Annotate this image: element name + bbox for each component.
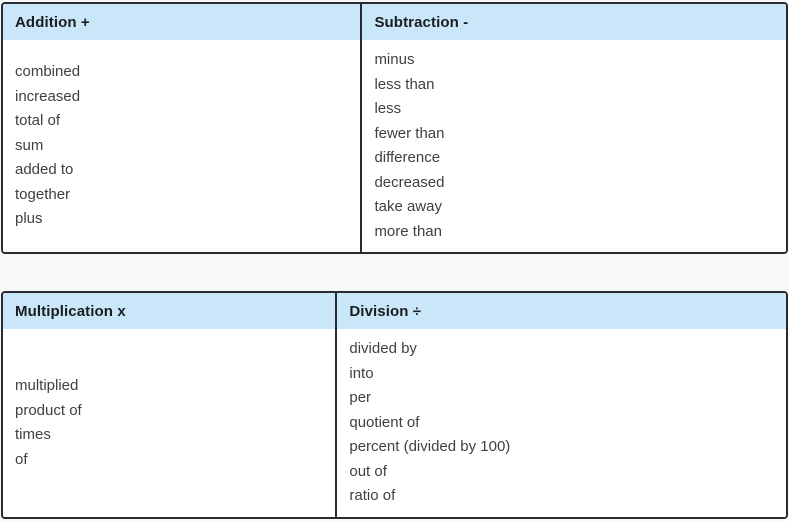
terms-division: divided by into per quotient of percent (div… bbox=[335, 329, 786, 517]
keyword-term: times bbox=[15, 426, 51, 443]
keyword-term: take away bbox=[374, 198, 442, 215]
table-header-row: Multiplication x Division ÷ bbox=[3, 293, 786, 329]
keyword-term: plus bbox=[15, 210, 43, 228]
terms-subtraction: minus less than less fewer than difference de… bbox=[360, 40, 786, 252]
keyword-table-multiplication-division: Multiplication x Division ÷ multiplied pr… bbox=[1, 291, 788, 519]
table-header-row: Addition + Subtraction - bbox=[3, 4, 786, 40]
keyword-term: combined bbox=[15, 63, 81, 81]
column-header-addition: Addition + bbox=[3, 4, 361, 40]
keyword-term: divided by bbox=[349, 340, 417, 358]
keyword-term: less bbox=[374, 100, 402, 117]
keyword-term: increased bbox=[15, 87, 81, 105]
keyword-term: sum bbox=[15, 136, 44, 154]
column-header-multiplication: Multiplication x bbox=[3, 293, 336, 329]
keyword-term: of bbox=[15, 450, 28, 468]
keyword-term: total of bbox=[15, 112, 61, 130]
keyword-term: per bbox=[349, 389, 372, 407]
keyword-term: product of bbox=[15, 401, 82, 419]
keyword-term: quotient of bbox=[349, 413, 420, 431]
keyword-term: more than bbox=[374, 222, 442, 240]
terms-addition: combined increased total of sum added to toge… bbox=[3, 40, 361, 252]
keyword-term: difference bbox=[374, 149, 441, 166]
keyword-term: multiplied bbox=[15, 377, 79, 394]
keyword-term: minus bbox=[374, 51, 415, 68]
keyword-term: added to bbox=[15, 161, 74, 179]
table-body-row: combined increased total of sum added to toge… bbox=[3, 40, 786, 252]
terms-multiplication: multiplied product of times of bbox=[3, 329, 336, 517]
keyword-term: together bbox=[15, 185, 71, 203]
keyword-term: percent (divided by 100) bbox=[349, 438, 511, 456]
column-header-division: Division ÷ bbox=[335, 293, 786, 329]
keyword-term: less than bbox=[374, 75, 435, 93]
table-body-row: multiplied product of times of divided by in… bbox=[3, 329, 786, 517]
keyword-table-addition-subtraction: Addition + Subtraction - combined increas… bbox=[1, 2, 788, 254]
keyword-term: fewer than bbox=[374, 124, 445, 142]
keyword-term: decreased bbox=[374, 173, 445, 191]
keyword-term: into bbox=[349, 364, 374, 382]
column-header-subtraction: Subtraction - bbox=[360, 4, 786, 40]
keyword-term: ratio of bbox=[349, 487, 396, 505]
keyword-term: out of bbox=[349, 462, 387, 480]
